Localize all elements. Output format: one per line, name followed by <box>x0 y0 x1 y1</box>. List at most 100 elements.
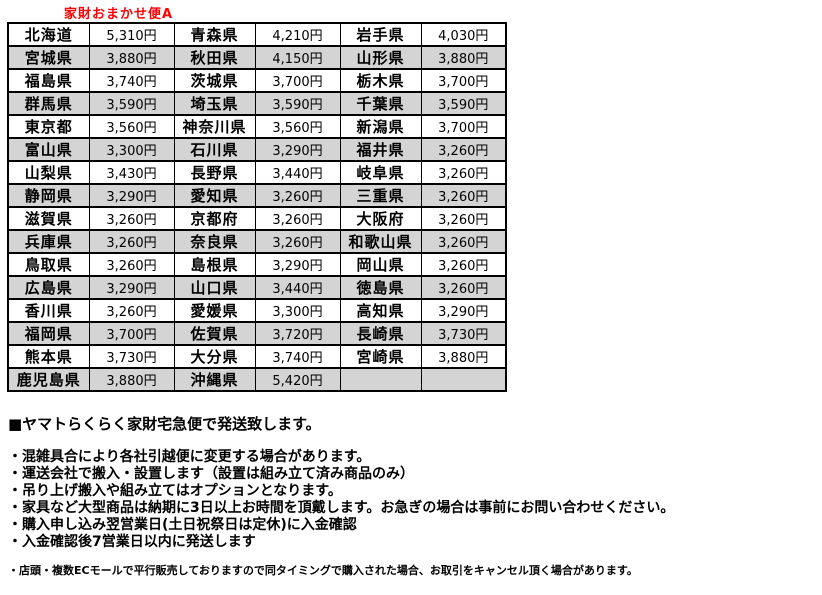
price-cell: 3,730円 <box>420 321 507 346</box>
table-row: 山梨県 3,430円 長野県 3,440円 岐阜県 3,260円 <box>7 160 507 185</box>
prefecture-cell: 秋田県 <box>173 45 256 70</box>
prefecture-cell: 群馬県 <box>7 91 90 116</box>
prefecture-cell: 広島県 <box>7 275 90 300</box>
prefecture-cell: 鹿児島県 <box>7 367 90 392</box>
table-row: 熊本県 3,730円 大分県 3,740円 宮崎県 3,880円 <box>7 344 507 369</box>
prefecture-cell: 富山県 <box>7 137 90 162</box>
price-cell: 3,290円 <box>254 137 341 162</box>
table-row: 福島県 3,740円 茨城県 3,700円 栃木県 3,700円 <box>7 68 507 93</box>
fee-table-body: 北海道 5,310円 青森県 4,210円 岩手県 4,030円 宮城県 3,880円 秋田県 4… <box>7 22 507 392</box>
table-row: 北海道 5,310円 青森県 4,210円 岩手県 4,030円 <box>7 22 507 47</box>
price-cell: 3,700円 <box>88 321 175 346</box>
prefecture-cell: 静岡県 <box>7 183 90 208</box>
prefecture-cell: 神奈川県 <box>173 114 256 139</box>
prefecture-cell: 埼玉県 <box>173 91 256 116</box>
price-cell: 3,300円 <box>88 137 175 162</box>
prefecture-cell: 島根県 <box>173 252 256 277</box>
note-item: ・運送会社で搬入・設置します（設置は組み立て済み商品のみ） <box>8 466 414 482</box>
notes-heading: ■ヤマトらくらく家財宅急便で発送致します。 <box>8 415 321 433</box>
prefecture-cell: 茨城県 <box>173 68 256 93</box>
prefecture-cell: 山口県 <box>173 275 256 300</box>
prefecture-cell: 愛知県 <box>173 183 256 208</box>
prefecture-cell: 沖縄県 <box>173 367 256 392</box>
prefecture-cell: 新潟県 <box>339 114 422 139</box>
table-row: 東京都 3,560円 神奈川県 3,560円 新潟県 3,700円 <box>7 114 507 139</box>
price-cell: 3,590円 <box>254 91 341 116</box>
price-cell: 3,260円 <box>254 206 341 231</box>
price-cell: 3,720円 <box>254 321 341 346</box>
price-cell: 3,740円 <box>254 344 341 369</box>
price-cell: 4,030円 <box>420 22 507 47</box>
price-cell: 3,880円 <box>88 45 175 70</box>
table-row: 滋賀県 3,260円 京都府 3,260円 大阪府 3,260円 <box>7 206 507 231</box>
price-cell: 3,290円 <box>88 275 175 300</box>
table-row: 香川県 3,260円 愛媛県 3,300円 高知県 3,290円 <box>7 298 507 323</box>
prefecture-cell: 青森県 <box>173 22 256 47</box>
prefecture-cell: 長野県 <box>173 160 256 185</box>
note-item: ・混雑具合により各社引越便に変更する場合があります。 <box>8 449 371 465</box>
note-item: ・購入申し込み翌営業日(土日祝祭日は定休)に入金確認 <box>8 517 357 533</box>
price-cell: 3,590円 <box>420 91 507 116</box>
prefecture-cell: 宮崎県 <box>339 344 422 369</box>
prefecture-cell: 徳島県 <box>339 275 422 300</box>
prefecture-cell: 北海道 <box>7 22 90 47</box>
prefecture-cell: 佐賀県 <box>173 321 256 346</box>
price-cell: 4,210円 <box>254 22 341 47</box>
price-cell: 3,260円 <box>420 183 507 208</box>
prefecture-cell: 大阪府 <box>339 206 422 231</box>
note-item: ・入金確認後7営業日以内に発送します <box>8 534 256 550</box>
price-cell: 3,700円 <box>420 114 507 139</box>
prefecture-cell: 鳥取県 <box>7 252 90 277</box>
prefecture-cell: 三重県 <box>339 183 422 208</box>
table-row: 兵庫県 3,260円 奈良県 3,260円 和歌山県 3,260円 <box>7 229 507 254</box>
prefecture-cell: 山形県 <box>339 45 422 70</box>
price-cell: 3,440円 <box>254 275 341 300</box>
price-cell: 3,700円 <box>420 68 507 93</box>
table-row: 鹿児島県 3,880円 沖縄県 5,420円 <box>7 367 507 392</box>
disclaimer-note: ・店頭・複数ECモールで平行販売しておりますので同タイミングで購入された場合、お… <box>8 564 638 577</box>
price-cell: 3,590円 <box>88 91 175 116</box>
prefecture-cell: 奈良県 <box>173 229 256 254</box>
prefecture-cell: 栃木県 <box>339 68 422 93</box>
price-cell: 4,150円 <box>254 45 341 70</box>
price-cell: 3,260円 <box>420 160 507 185</box>
prefecture-cell: 岡山県 <box>339 252 422 277</box>
price-cell: 3,260円 <box>254 229 341 254</box>
price-cell: 3,260円 <box>420 275 507 300</box>
prefecture-cell: 福島県 <box>7 68 90 93</box>
prefecture-cell: 宮城県 <box>7 45 90 70</box>
prefecture-cell: 和歌山県 <box>339 229 422 254</box>
price-cell: 3,260円 <box>88 252 175 277</box>
fee-table-title: 家財おまかせ便A <box>64 7 174 22</box>
price-cell: 3,260円 <box>88 229 175 254</box>
price-cell: 5,310円 <box>88 22 175 47</box>
table-row: 鳥取県 3,260円 島根県 3,290円 岡山県 3,260円 <box>7 252 507 277</box>
table-row: 宮城県 3,880円 秋田県 4,150円 山形県 3,880円 <box>7 45 507 70</box>
prefecture-cell: 大分県 <box>173 344 256 369</box>
price-cell: 3,880円 <box>420 45 507 70</box>
prefecture-cell: 福井県 <box>339 137 422 162</box>
prefecture-cell: 岩手県 <box>339 22 422 47</box>
prefecture-cell: 東京都 <box>7 114 90 139</box>
price-cell: 3,700円 <box>254 68 341 93</box>
price-cell: 3,260円 <box>420 206 507 231</box>
price-cell: 3,300円 <box>254 298 341 323</box>
price-cell: 3,290円 <box>88 183 175 208</box>
table-row: 群馬県 3,590円 埼玉県 3,590円 千葉県 3,590円 <box>7 91 507 116</box>
price-cell: 3,260円 <box>420 229 507 254</box>
price-cell: 3,260円 <box>254 183 341 208</box>
price-cell: 3,560円 <box>254 114 341 139</box>
notes-list: ・混雑具合により各社引越便に変更する場合があります。 ・運送会社で搬入・設置します… <box>8 449 818 551</box>
prefecture-cell: 長崎県 <box>339 321 422 346</box>
prefecture-cell: 千葉県 <box>339 91 422 116</box>
price-cell: 5,420円 <box>254 367 341 392</box>
table-row: 福岡県 3,700円 佐賀県 3,720円 長崎県 3,730円 <box>7 321 507 346</box>
notes-section: ■ヤマトらくらく家財宅急便で発送致します。 ・混雑具合により各社引越便に変更する… <box>8 413 818 578</box>
price-cell: 3,880円 <box>88 367 175 392</box>
price-cell: 3,290円 <box>420 298 507 323</box>
price-cell: 3,260円 <box>88 206 175 231</box>
price-cell: 3,260円 <box>420 137 507 162</box>
prefecture-cell: 石川県 <box>173 137 256 162</box>
prefecture-cell: 高知県 <box>339 298 422 323</box>
